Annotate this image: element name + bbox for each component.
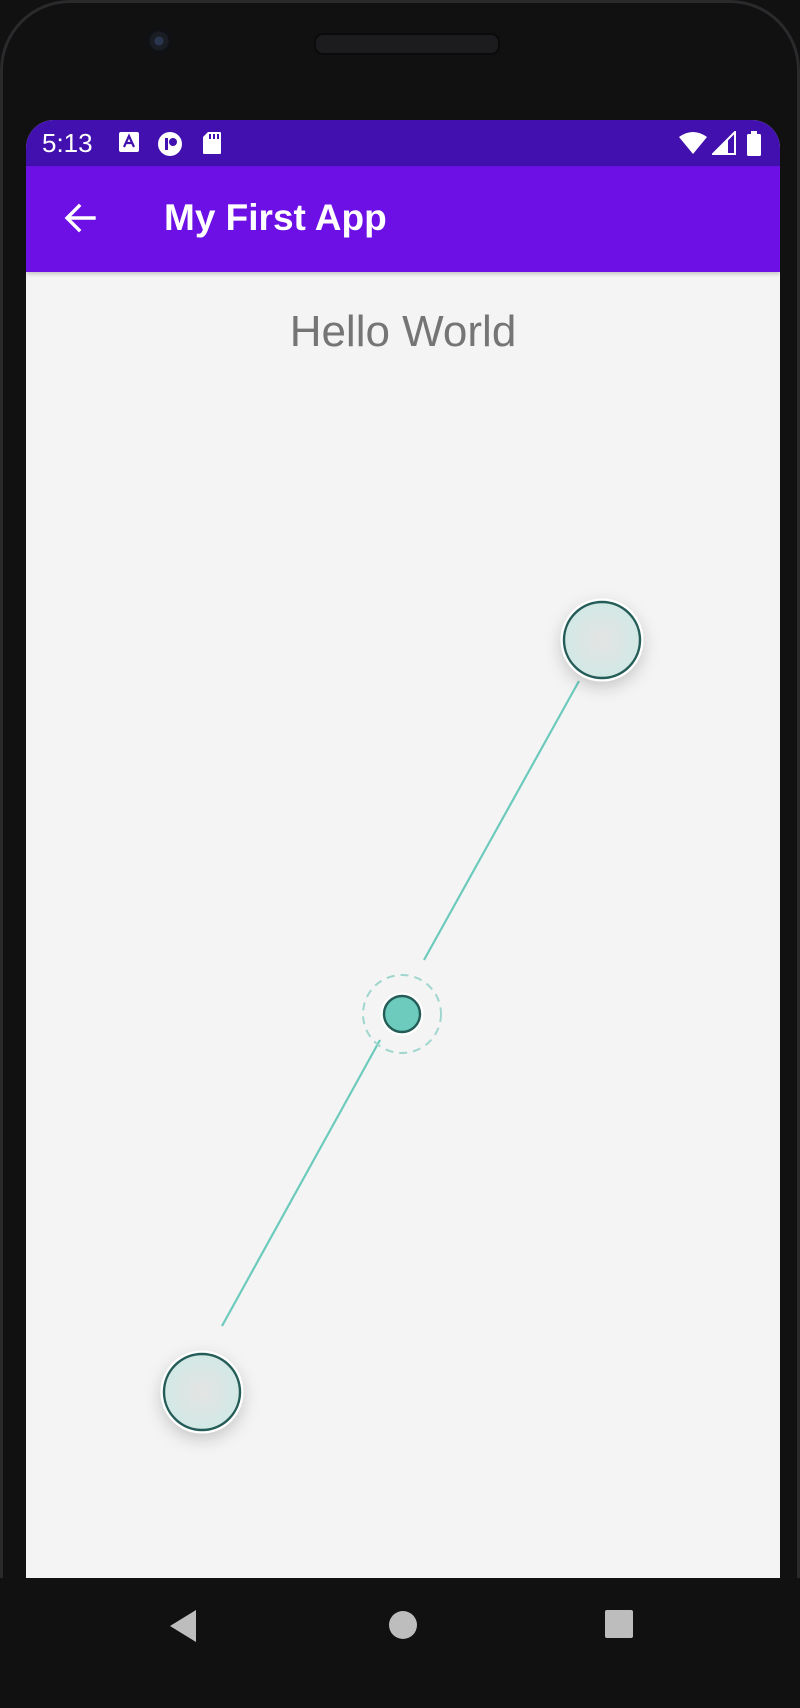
status-bar: 5:13 (26, 120, 780, 166)
cell-signal-icon (712, 131, 736, 155)
earpiece-speaker (314, 33, 500, 55)
line-segment-upper (423, 680, 580, 961)
front-camera (146, 28, 172, 54)
endpoint-handle-top[interactable] (560, 598, 644, 682)
midpoint-handle-ring (382, 994, 422, 1034)
status-time: 5:13 (42, 128, 93, 158)
home-circle-icon[interactable] (388, 1610, 418, 1640)
battery-icon (747, 131, 761, 156)
midpoint-dashed-ring (362, 974, 442, 1054)
midpoint-handle[interactable] (380, 992, 424, 1036)
record-icon (158, 132, 182, 156)
arrow-back-icon[interactable] (58, 196, 102, 240)
app-bar: My First App (26, 166, 780, 272)
sd-card-icon (203, 132, 221, 154)
endpoint-handle-top-ring (562, 600, 642, 680)
endpoint-handle-bottom-ring (162, 1352, 242, 1432)
recents-square-icon[interactable] (604, 1609, 634, 1639)
hello-text: Hello World (289, 307, 517, 356)
endpoint-handle-bottom[interactable] (160, 1350, 244, 1434)
line-segment-lower (221, 1039, 381, 1327)
app-title: My First App (164, 197, 387, 238)
wifi-icon (679, 132, 707, 154)
main-content: Hello World (26, 272, 780, 1578)
device-screen: 5:13 My Firs (26, 120, 780, 1578)
font-a-icon (119, 132, 139, 152)
navigation-bar (0, 1578, 800, 1708)
line-editor-canvas (160, 598, 644, 1434)
back-triangle-icon[interactable] (168, 1608, 198, 1644)
